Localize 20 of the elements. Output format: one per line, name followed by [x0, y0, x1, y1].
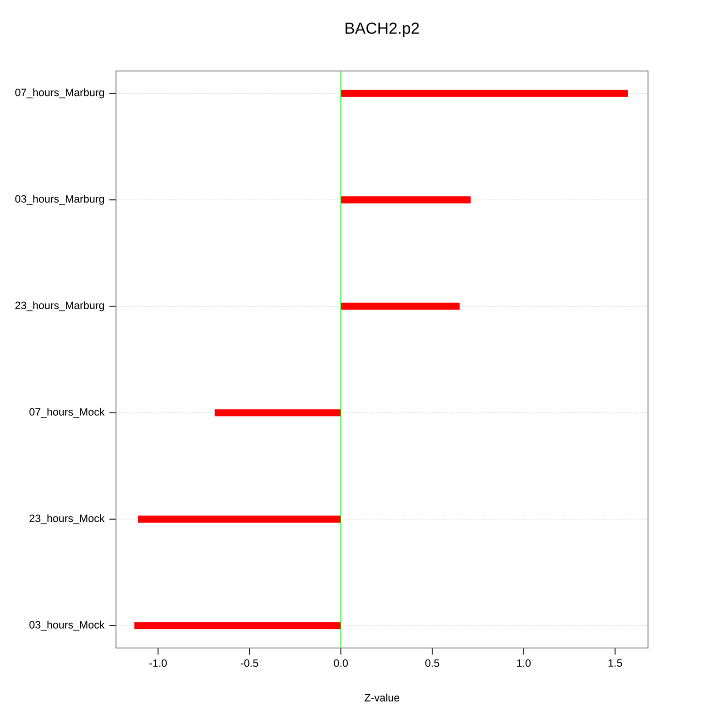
x-axis-title: Z-value [364, 694, 400, 702]
x-tick-label: 1.0 [517, 659, 531, 667]
bar [340, 196, 471, 204]
x-tick-label: -1.0 [149, 659, 167, 667]
y-tick-label: 03_hours_Marburg [15, 194, 104, 205]
y-tick-label: 23_hours_Mock [30, 514, 105, 524]
x-tick-label: 0.0 [334, 659, 348, 667]
bar [134, 622, 341, 630]
y-tick-label: 03_hours_Mock [29, 620, 105, 631]
x-tick-label: -0.5 [240, 659, 258, 667]
x-tick-label: 1.5 [608, 659, 622, 667]
bar [214, 409, 341, 416]
bar [340, 90, 628, 97]
y-tick-label: 07_hours_Marburg [15, 88, 104, 98]
y-tick-label: 07_hours_Mock [29, 408, 105, 418]
chart-title: BACH2.p2 [346, 22, 419, 38]
y-tick-label: 23_hours_Marburg [15, 301, 104, 312]
bar [138, 516, 341, 523]
x-tick-label: 0.5 [425, 659, 440, 667]
bar [340, 302, 460, 310]
